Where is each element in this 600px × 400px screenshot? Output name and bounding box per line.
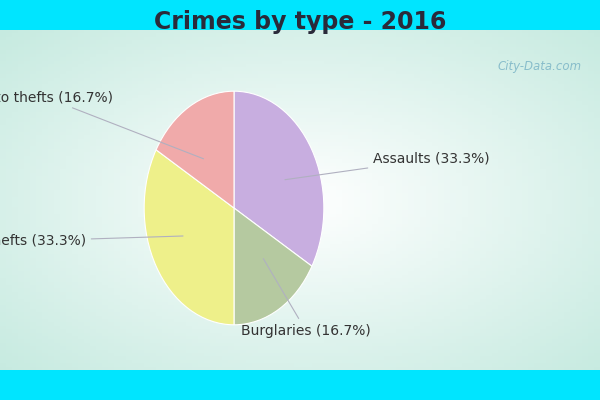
Wedge shape bbox=[156, 91, 234, 208]
Wedge shape bbox=[234, 208, 312, 325]
Text: Crimes by type - 2016: Crimes by type - 2016 bbox=[154, 10, 446, 34]
Wedge shape bbox=[234, 91, 324, 266]
Text: Auto thefts (16.7%): Auto thefts (16.7%) bbox=[0, 90, 203, 159]
Text: City-Data.com: City-Data.com bbox=[498, 60, 582, 73]
Text: Burglaries (16.7%): Burglaries (16.7%) bbox=[241, 259, 371, 338]
Text: Thefts (33.3%): Thefts (33.3%) bbox=[0, 234, 183, 248]
Text: Assaults (33.3%): Assaults (33.3%) bbox=[285, 152, 490, 180]
Wedge shape bbox=[144, 150, 234, 325]
